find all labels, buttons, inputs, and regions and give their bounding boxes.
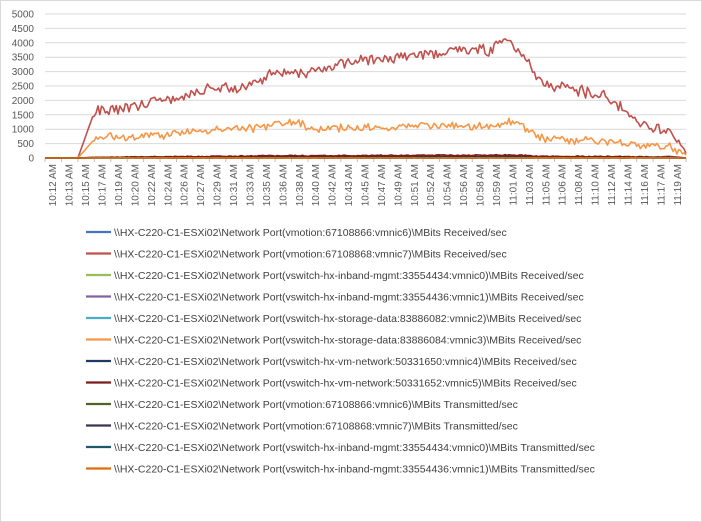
y-tick-label: 2000 (12, 96, 35, 107)
series-line (45, 153, 687, 159)
legend-label: \\HX-C220-C1-ESXi02\Network Port(vmotion… (114, 227, 507, 239)
y-tick-label: 4500 (12, 24, 35, 35)
x-tick-label: 10:33 AM (245, 164, 256, 206)
x-tick-label: 10:43 AM (344, 164, 355, 206)
x-tick-label: 10:29 AM (213, 164, 224, 206)
series-lines (45, 38, 687, 159)
x-tick-label: 10:40 AM (311, 164, 322, 206)
legend-label: \\HX-C220-C1-ESXi02\Network Port(vswitch… (114, 377, 577, 389)
y-tick-label: 1000 (12, 125, 35, 136)
legend-label: \\HX-C220-C1-ESXi02\Network Port(vswitch… (114, 270, 584, 282)
x-tick-label: 11:10 AM (591, 164, 602, 206)
y-tick-label: 0 (28, 154, 34, 165)
legend: \\HX-C220-C1-ESXi02\Network Port(vmotion… (86, 227, 595, 475)
x-tick-label: 10:36 AM (278, 164, 289, 206)
legend-label: \\HX-C220-C1-ESXi02\Network Port(vmotion… (114, 399, 518, 411)
legend-label: \\HX-C220-C1-ESXi02\Network Port(vswitch… (114, 356, 577, 368)
x-tick-label: 11:06 AM (558, 164, 569, 206)
x-tick-label: 10:49 AM (393, 164, 404, 206)
x-tick-label: 10:27 AM (196, 164, 207, 206)
x-tick-label: 10:54 AM (443, 164, 454, 206)
legend-label: \\HX-C220-C1-ESXi02\Network Port(vswitch… (114, 313, 581, 325)
legend-label: \\HX-C220-C1-ESXi02\Network Port(vmotion… (114, 248, 507, 260)
axes: 0 500 1000 1500 2000 2500 3000 3500 4000 4500 5000… (12, 10, 687, 206)
x-tick-label: 10:42 AM (328, 164, 339, 206)
x-tick-label: 11:16 AM (640, 164, 651, 206)
x-tick-label: 10:52 AM (426, 164, 437, 206)
x-tick-label: 10:59 AM (492, 164, 503, 206)
x-tick-label: 10:17 AM (98, 164, 109, 206)
x-tick-label: 10:20 AM (130, 164, 141, 206)
y-tick-label: 500 (17, 139, 34, 150)
y-tick-label: 1500 (12, 110, 35, 121)
x-tick-label: 10:35 AM (262, 164, 273, 206)
x-tick-label: 10:26 AM (180, 164, 191, 206)
y-tick-label: 4000 (12, 38, 35, 49)
x-tick-label: 10:19 AM (114, 164, 125, 206)
y-tick-label: 5000 (12, 10, 35, 21)
x-tick-label: 10:58 AM (476, 164, 487, 206)
y-tick-label: 3000 (12, 67, 35, 78)
x-tick-label: 10:38 AM (295, 164, 306, 206)
x-tick-label: 11:03 AM (525, 164, 536, 206)
x-tick-label: 10:13 AM (65, 164, 76, 206)
x-tick-label: 11:08 AM (574, 164, 585, 206)
x-tick-label: 10:15 AM (81, 164, 92, 206)
legend-label: \\HX-C220-C1-ESXi02\Network Port(vmotion… (114, 420, 518, 432)
x-tick-label: 11:01 AM (508, 164, 519, 206)
x-tick-label: 10:45 AM (361, 164, 372, 206)
x-tick-label: 10:24 AM (163, 164, 174, 206)
series-line (45, 38, 687, 159)
x-tick-label: 11:19 AM (673, 164, 684, 206)
x-tick-label: 10:56 AM (459, 164, 470, 206)
x-tick-label: 11:05 AM (541, 164, 552, 206)
x-tick-label: 11:17 AM (656, 164, 667, 206)
x-tick-label: 10:31 AM (229, 164, 240, 206)
legend-label: \\HX-C220-C1-ESXi02\Network Port(vswitch… (114, 291, 584, 303)
x-tick-label: 10:51 AM (410, 164, 421, 206)
x-tick-label: 11:12 AM (607, 164, 618, 206)
x-tick-label: 10:47 AM (377, 164, 388, 206)
x-tick-label: 10:22 AM (147, 164, 158, 206)
x-tick-label: 11:14 AM (623, 164, 634, 206)
legend-label: \\HX-C220-C1-ESXi02\Network Port(vswitch… (114, 442, 595, 454)
series-line (45, 117, 687, 159)
legend-label: \\HX-C220-C1-ESXi02\Network Port(vswitch… (114, 334, 581, 346)
y-tick-label: 3500 (12, 53, 35, 64)
legend-label: \\HX-C220-C1-ESXi02\Network Port(vswitch… (114, 463, 595, 475)
y-tick-label: 2500 (12, 82, 35, 93)
x-tick-label: 10:12 AM (48, 164, 59, 206)
